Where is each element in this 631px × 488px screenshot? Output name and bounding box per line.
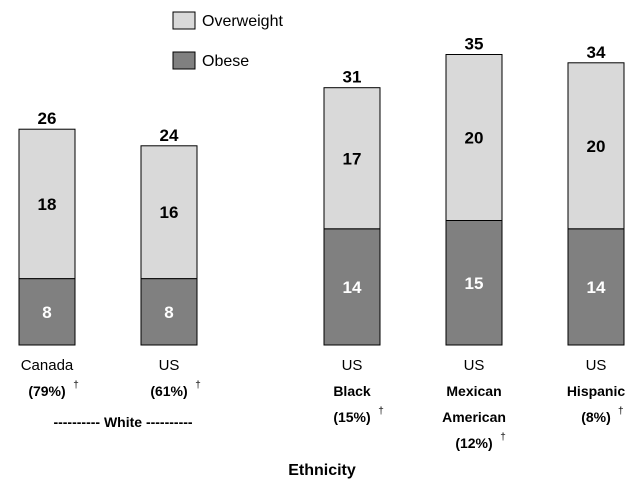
category-label: US xyxy=(586,357,607,374)
bar-overweight-1 xyxy=(140,145,198,280)
category-label: US xyxy=(159,357,180,374)
legend: Overweight Obese xyxy=(172,11,283,70)
overweight-value-label: 17 xyxy=(343,149,362,168)
legend-swatch-overweight xyxy=(172,11,196,30)
category-sublabel: Hispanic xyxy=(567,383,626,399)
bar-overweight-0 xyxy=(18,128,76,280)
overweight-value-label: 20 xyxy=(465,129,484,148)
category-sublabel: Black xyxy=(333,383,371,399)
category-sublabel: (12%) xyxy=(455,435,492,451)
category-sublabel: (79%) xyxy=(28,383,65,399)
category-sublabel: (61%) xyxy=(150,383,187,399)
obese-value-label: 14 xyxy=(343,278,362,297)
total-value-label: 35 xyxy=(465,35,484,54)
total-value-label: 34 xyxy=(587,43,606,62)
category-sublabel: (8%) xyxy=(581,409,611,425)
dagger-mark: † xyxy=(500,432,506,443)
obese-value-label: 8 xyxy=(164,303,173,322)
bar-overweight-4 xyxy=(567,62,625,230)
dagger-mark: † xyxy=(195,380,201,391)
category-labels: Canada (79%) † US (61%) † US Black (15%) † US Mexic… xyxy=(21,357,626,451)
overweight-value-label: 20 xyxy=(587,137,606,156)
total-value-label: 24 xyxy=(160,126,179,145)
bar-overweight-3 xyxy=(445,54,503,221)
category-sublabel: Mexican xyxy=(446,383,501,399)
dagger-mark: † xyxy=(73,380,79,391)
bar-obese-4 xyxy=(567,228,625,346)
group-label: ---------- White ---------- xyxy=(53,414,192,430)
obese-value-label: 15 xyxy=(465,274,484,293)
bar-obese-3 xyxy=(445,220,503,346)
category-label: US xyxy=(464,357,485,374)
legend-label-obese: Obese xyxy=(202,53,249,70)
bars-group: 8 18 26 8 16 24 14 17 31 15 20 35 14 20 34 xyxy=(18,35,625,346)
legend-swatch-obese xyxy=(172,51,196,70)
dagger-mark: † xyxy=(618,406,624,417)
category-sublabel: (15%) xyxy=(333,409,370,425)
category-label: US xyxy=(342,357,363,374)
total-value-label: 31 xyxy=(343,68,362,87)
category-sublabel: American xyxy=(442,409,506,425)
legend-label-overweight: Overweight xyxy=(202,13,283,30)
x-axis-label: Ethnicity xyxy=(288,462,356,479)
category-label: Canada xyxy=(21,357,74,374)
total-value-label: 26 xyxy=(38,109,57,128)
overweight-value-label: 16 xyxy=(160,203,179,222)
dagger-mark: † xyxy=(378,406,384,417)
obese-value-label: 8 xyxy=(42,303,51,322)
overweight-value-label: 18 xyxy=(38,195,57,214)
bar-overweight-2 xyxy=(323,87,381,230)
obese-value-label: 14 xyxy=(587,278,606,297)
bar-obese-2 xyxy=(323,228,381,346)
bar-obese-0 xyxy=(18,278,76,346)
